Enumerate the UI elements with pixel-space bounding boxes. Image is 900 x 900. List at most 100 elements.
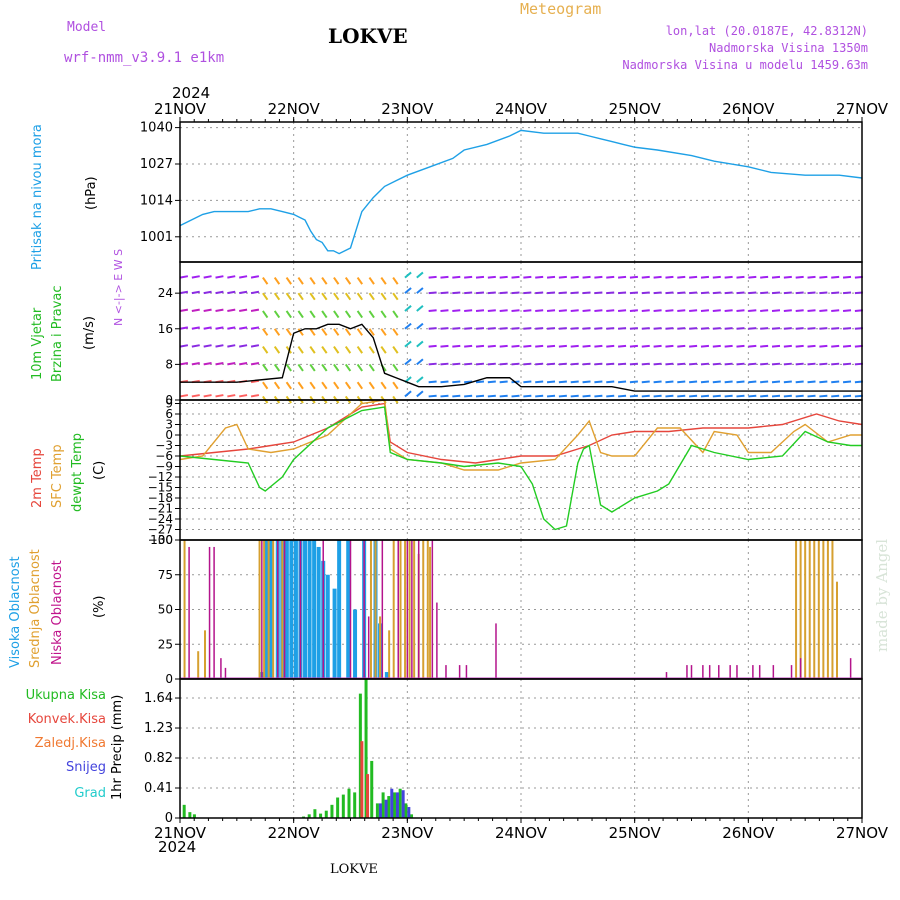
- wind-arrow: [736, 380, 745, 384]
- wind-arrow: [297, 310, 304, 319]
- cloud-bar-high: [284, 540, 289, 679]
- cloud-bar-low: [322, 540, 324, 679]
- wind-arrow: [582, 327, 591, 330]
- cloud-bar-mid: [183, 540, 186, 679]
- wind-arrow: [618, 275, 627, 279]
- panel-frame: [179, 121, 863, 263]
- precip-bar: [407, 807, 411, 818]
- wind-arrow: [523, 362, 532, 366]
- wind-arrow: [523, 380, 532, 384]
- cloud-bar-mid: [258, 540, 261, 679]
- wind-arrow: [511, 275, 520, 279]
- wind-arrow: [795, 344, 804, 348]
- wind-arrow: [227, 326, 236, 330]
- wind-arrow: [297, 277, 304, 285]
- wind-arrow: [606, 344, 615, 348]
- wind-arrow: [760, 327, 769, 330]
- meteogram-label: Meteogram: [520, 0, 602, 18]
- y-tick-label: 9: [165, 397, 173, 411]
- wind-arrow: [250, 326, 260, 330]
- wind-arrow: [677, 380, 686, 384]
- wind-arrow: [191, 394, 200, 398]
- wind-arrow: [700, 275, 710, 279]
- wind-arrow: [523, 309, 532, 312]
- wind-arrow: [227, 394, 236, 398]
- wind-arrow: [819, 344, 828, 348]
- wind-arrow: [618, 344, 627, 348]
- wind-arrow: [179, 362, 189, 366]
- cloud-bar-high: [289, 540, 294, 679]
- wind-arrow: [594, 275, 603, 279]
- wind-arrow: [333, 346, 340, 354]
- wind-arrow: [689, 309, 698, 312]
- wind-arrow: [321, 346, 328, 354]
- x-tick-label-top: 26NOV: [722, 100, 775, 118]
- precip-bar: [364, 679, 368, 818]
- wind-arrow: [641, 380, 650, 384]
- cloud-bar-low: [665, 672, 668, 679]
- wind-arrow: [487, 362, 496, 366]
- wind-arrow: [582, 394, 591, 398]
- wind-arrow: [689, 344, 698, 348]
- y-tick-label: 1040: [140, 121, 173, 136]
- x-tick-label-bottom: 24NOV: [495, 824, 548, 842]
- wind-arrow: [273, 363, 281, 372]
- wind-arrow: [215, 326, 224, 330]
- cloud-bar-mid: [281, 540, 284, 679]
- wind-arrow: [724, 291, 733, 295]
- wind-arrow: [535, 291, 544, 295]
- wind-arrow: [273, 328, 281, 336]
- wind-arrow: [273, 346, 281, 354]
- wind-arrow: [499, 380, 508, 384]
- wind-arrow: [570, 362, 579, 366]
- wind-arrow: [831, 380, 840, 384]
- wind-arrow: [535, 327, 544, 330]
- wind-arrow: [842, 291, 852, 295]
- wind-arrow: [795, 362, 804, 366]
- wind-arrow: [558, 327, 567, 330]
- x-tick-label-top: 22NOV: [268, 100, 321, 118]
- precip-bar: [341, 794, 345, 818]
- panel-frame: [179, 678, 863, 819]
- wind-arrow: [594, 394, 603, 398]
- wind-arrow: [831, 394, 840, 398]
- wind-arrow: [783, 344, 792, 348]
- wind-arrow: [475, 291, 485, 295]
- wind-arrow: [356, 363, 364, 372]
- legend-zaledj: Zaledj.Kisa: [34, 736, 106, 751]
- wind-arrow: [239, 308, 248, 312]
- cloud-bar-low: [188, 546, 190, 679]
- wind-arrow: [203, 290, 212, 295]
- wind-arrow: [179, 290, 189, 295]
- wind-arrow: [712, 275, 721, 279]
- precip-bar: [392, 792, 396, 818]
- wind-arrow: [641, 309, 650, 312]
- y-tick-label: −27: [148, 523, 173, 537]
- legend-ukupna: Ukupna Kisa: [25, 688, 106, 703]
- precip-bar: [307, 814, 311, 818]
- model-label: Model: [67, 20, 107, 35]
- wind-arrow: [807, 291, 816, 295]
- precip-bar: [395, 792, 399, 818]
- precip-bar: [398, 788, 402, 818]
- wind-arrow: [558, 291, 567, 295]
- x-tick-label-top: 21NOV: [154, 100, 207, 118]
- wind-arrow: [842, 275, 852, 279]
- cloud-bar-low: [686, 665, 688, 679]
- wind-arrow: [285, 277, 292, 285]
- wind-arrow: [344, 310, 352, 319]
- precip-bar: [370, 760, 374, 818]
- wind-arrow: [333, 277, 340, 285]
- wind-arrow: [558, 309, 567, 312]
- precip-bar: [353, 792, 357, 818]
- wind-arrow: [807, 327, 816, 330]
- wind-arrow: [239, 326, 248, 330]
- wind-arrow: [700, 327, 710, 330]
- wind-arrow: [309, 292, 316, 301]
- wind-arrow: [523, 344, 532, 348]
- wind-arrow: [724, 275, 733, 279]
- legend-grad: Grad: [74, 786, 106, 801]
- wind-arrow: [724, 394, 733, 398]
- footer-station: LOKVE: [330, 862, 378, 877]
- wind-arrow: [333, 310, 340, 319]
